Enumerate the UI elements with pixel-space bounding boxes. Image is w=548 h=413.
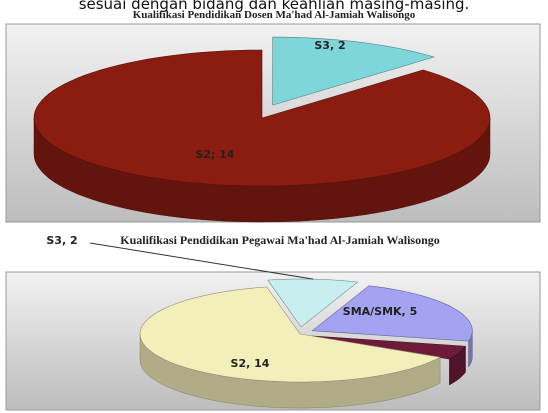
data-label: S2; 14 <box>195 148 234 161</box>
data-label: SMA/SMK, 5 <box>343 305 417 318</box>
data-label: S2, 14 <box>231 357 270 370</box>
chart-title: Kualifikasi Pendidikan Dosen Ma'had Al-J… <box>132 9 416 21</box>
data-label: S3, 2 <box>46 234 77 247</box>
leader-line <box>89 242 314 280</box>
body-text: sesuai dengan bidang dan keahlian masing… <box>78 0 470 13</box>
pie-slice <box>139 286 442 383</box>
pie-slice <box>33 49 491 187</box>
pie-slice <box>272 36 435 106</box>
data-label: S3, 2 <box>314 39 345 52</box>
pie-slice <box>311 285 473 342</box>
pie-slice <box>267 278 359 328</box>
chart-title: Kualifikasi Pendidikan Pegawai Ma'had Al… <box>120 233 440 247</box>
pie-slice <box>309 335 467 360</box>
